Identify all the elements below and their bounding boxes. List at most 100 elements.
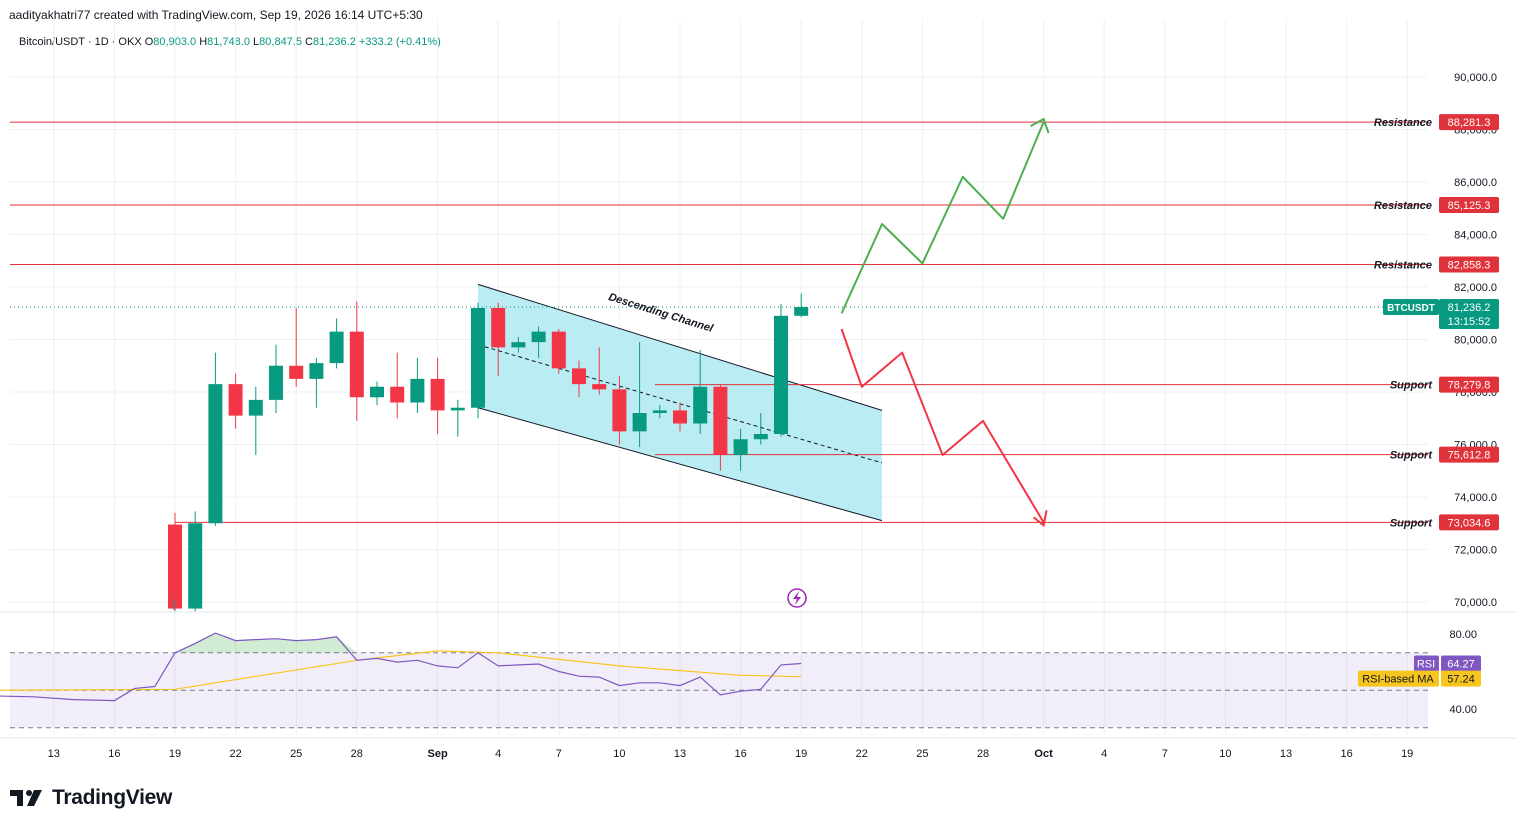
level-label: Resistance — [1374, 200, 1432, 212]
price-tick-label: 72,000.0 — [1454, 545, 1497, 557]
rsi-overbought-fill — [175, 633, 357, 653]
time-tick-label: 16 — [108, 748, 120, 760]
rsi-name-tag — [1414, 655, 1439, 672]
rsi-tick-label: 80.00 — [1449, 629, 1477, 641]
candle-body — [652, 410, 667, 413]
level-price-tag-text: 88,281.3 — [1448, 117, 1491, 129]
level-price-tag-text: 75,612.8 — [1448, 450, 1491, 462]
candle-body — [410, 378, 425, 403]
rsi-ma-name-tag-text: RSI-based MA — [1362, 674, 1434, 686]
price-tick-label: 90,000.0 — [1454, 72, 1497, 84]
time-tick-label: 28 — [977, 748, 989, 760]
candle-body — [693, 386, 708, 424]
channel-lower-line — [477, 407, 883, 522]
current-price-tag — [1439, 299, 1499, 330]
level-price-tag-text: 82,858.3 — [1448, 259, 1491, 271]
candle-body — [450, 407, 465, 411]
candle-body — [329, 331, 344, 364]
tradingview-logo[interactable]: TradingView — [10, 786, 172, 810]
candle-body — [370, 386, 384, 398]
candle-body — [733, 439, 748, 455]
candle-body — [289, 365, 304, 379]
symbol-ohlc-line: Bitcoin/USDT · 1D · OKX O80,903.0 H81,74… — [19, 36, 441, 48]
rsi-line — [0, 632, 802, 702]
change-value: +333.2 (+0.41%) — [358, 36, 441, 48]
high-label: H — [199, 36, 208, 48]
time-tick-label: 13 — [48, 748, 60, 760]
price-chart[interactable]: Descending Channel Resistance Resistance Re… — [0, 0, 1515, 780]
time-tick-label: 22 — [229, 748, 241, 760]
time-tick-label: 7 — [556, 748, 562, 760]
candle-body — [713, 386, 728, 455]
time-tick-label: 19 — [795, 748, 807, 760]
candle-body — [572, 368, 586, 385]
low-label: L — [253, 36, 260, 48]
price-tick-label: 84,000.0 — [1454, 230, 1497, 242]
time-tick-label: 25 — [916, 748, 928, 760]
current-price-text: 81,236.2 — [1448, 302, 1491, 314]
price-tick-label: 80,000.0 — [1454, 335, 1497, 347]
candle-body — [390, 386, 405, 403]
candle-body — [471, 308, 485, 408]
level-label: Resistance — [1374, 259, 1432, 271]
time-tick-label: 10 — [613, 748, 625, 760]
candle-body — [269, 365, 283, 400]
time-tick-label: Sep — [428, 748, 448, 760]
symbol-tag — [1383, 299, 1439, 316]
time-tick-label: 19 — [1401, 748, 1413, 760]
candle-body — [673, 410, 687, 424]
rsi-ma-name-tag — [1358, 670, 1439, 687]
rsi-band — [10, 652, 1428, 728]
candle-body — [430, 378, 445, 411]
level-price-tag — [1439, 446, 1499, 463]
candle-body — [168, 524, 182, 609]
rsi-ma-line — [0, 650, 802, 691]
rsi-ma-value-tag-text: 57.24 — [1447, 674, 1475, 686]
tradingview-logo-icon — [10, 790, 42, 806]
level-label: Support — [1390, 517, 1433, 529]
candle-body — [491, 308, 506, 348]
channel-label: Descending Channel — [607, 291, 715, 335]
level-price-tag — [1439, 514, 1499, 531]
symbol-tag-text: BTCUSDT — [1387, 303, 1435, 314]
time-tick-label: 4 — [1101, 748, 1107, 760]
time-tick-label: 4 — [495, 748, 501, 760]
time-tick-label: 22 — [856, 748, 868, 760]
price-tick-label: 74,000.0 — [1454, 492, 1497, 504]
bullish-projection-path — [840, 121, 1045, 314]
level-price-tag — [1439, 376, 1499, 393]
candle-body — [208, 384, 223, 524]
time-tick-label: 19 — [169, 748, 181, 760]
candle-body — [632, 413, 647, 432]
level-label: Resistance — [1374, 117, 1432, 129]
candle-body — [592, 384, 607, 390]
time-tick-label: 7 — [1162, 748, 1168, 760]
symbol-name[interactable]: Bitcoin/USDT · 1D · OKX — [19, 36, 142, 48]
time-tick-label: 28 — [351, 748, 363, 760]
level-label: Support — [1390, 450, 1433, 462]
time-tick-label: 25 — [290, 748, 302, 760]
candle-body — [309, 363, 324, 379]
level-label: Support — [1390, 380, 1433, 392]
time-tick-label: 16 — [734, 748, 746, 760]
candle-countdown-text: 13:15:52 — [1448, 316, 1491, 328]
low-value: 80,847.5 — [259, 36, 302, 48]
level-price-tag-text: 85,125.3 — [1448, 200, 1491, 212]
time-tick-label: 16 — [1340, 748, 1352, 760]
time-tick-label: Oct — [1034, 748, 1053, 760]
candle-body — [753, 434, 768, 440]
high-value: 81,748.0 — [207, 36, 250, 48]
time-tick-label: 10 — [1219, 748, 1231, 760]
rsi-value-tag — [1441, 655, 1481, 672]
candle-body — [228, 384, 243, 416]
close-label: C — [305, 36, 313, 48]
author-line: aadityakhatri77 created with TradingView… — [9, 8, 423, 22]
close-value: 81,236.2 — [313, 36, 356, 48]
level-price-tag-text: 73,034.6 — [1448, 517, 1491, 529]
level-price-tag — [1439, 114, 1499, 131]
candle-body — [774, 315, 788, 434]
candle-body — [349, 331, 364, 398]
level-price-tag — [1439, 256, 1499, 273]
candle-body — [188, 523, 203, 609]
candle-body — [551, 331, 566, 369]
